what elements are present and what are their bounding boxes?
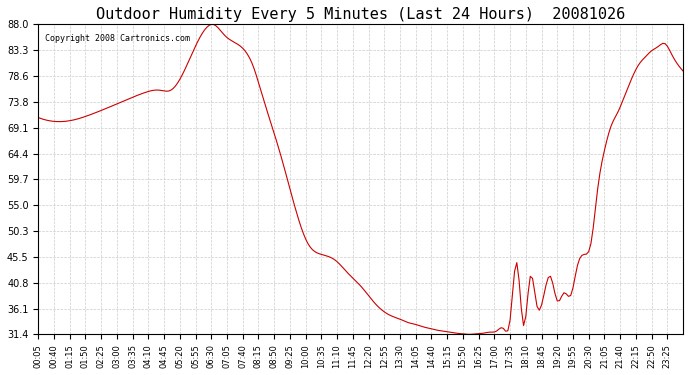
Text: Copyright 2008 Cartronics.com: Copyright 2008 Cartronics.com — [45, 34, 190, 43]
Title: Outdoor Humidity Every 5 Minutes (Last 24 Hours)  20081026: Outdoor Humidity Every 5 Minutes (Last 2… — [96, 7, 625, 22]
